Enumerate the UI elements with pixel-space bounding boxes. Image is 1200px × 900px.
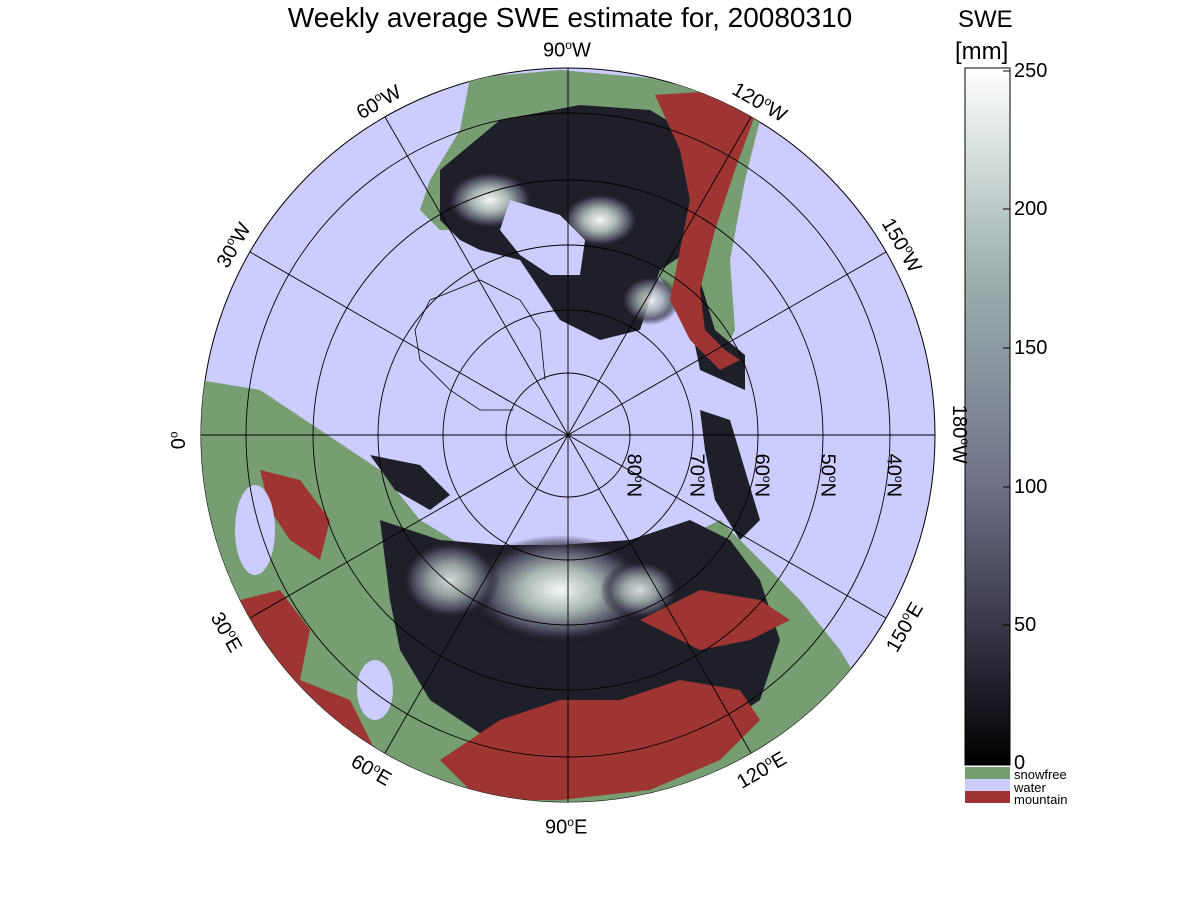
lat-label-80n: 80oN [622, 453, 647, 498]
cb-label-150: 150 [1014, 337, 1048, 359]
cb-label-250: 250 [1014, 60, 1048, 82]
cb-label-200: 200 [1014, 198, 1048, 220]
legend-swatch-mountain [965, 791, 1010, 803]
cb-label-100: 100 [1014, 476, 1048, 498]
colorbar-title-1: SWE [958, 6, 1013, 33]
east-siberia-mountains [640, 590, 790, 650]
lon-label-180w: 180oW [948, 404, 972, 464]
legend-label-snowfree: snowfree [1014, 767, 1067, 782]
siberia-deep-snow-3 [600, 560, 680, 620]
kamchatka [700, 410, 760, 540]
colorbar [964, 67, 1011, 766]
colorbar-title-2: [mm] [955, 38, 1009, 65]
arctic-islands [370, 455, 450, 510]
lon-label-90w: 90oW [543, 38, 591, 62]
lon-label-90e: 90oE [545, 815, 588, 839]
map-title: Weekly average SWE estimate for, 2008031… [287, 2, 853, 33]
north-america-deep-snow-3 [620, 275, 680, 325]
legend-label-water: water [1014, 780, 1046, 795]
graticule [201, 68, 935, 802]
scandinavia-sea [235, 485, 275, 575]
scandinavia-mountains [260, 470, 330, 560]
cb-label-0: 0 [1014, 752, 1026, 774]
land-layer [201, 70, 870, 802]
asia-mountains [440, 680, 760, 800]
lat-label-60n: 60oN [750, 453, 775, 498]
legend-label-mountain: mountain [1014, 792, 1068, 807]
caspian-sea [357, 660, 393, 720]
hudson-bay [500, 200, 585, 275]
legend-swatch-snowfree [965, 767, 1010, 779]
north-america-deep-snow-2 [560, 192, 640, 248]
siberia-deep-snow [465, 535, 655, 645]
lat-label-70n: 70oN [685, 453, 710, 498]
lon-label-0: 0o [166, 431, 191, 450]
meridian-150 [249, 251, 887, 619]
rockies-mountains [655, 92, 755, 370]
colorbar-ticks [1003, 70, 1010, 626]
alps-mountains [240, 590, 380, 770]
lat-label-40n: 40oN [882, 453, 907, 498]
lat-label-50n: 50oN [816, 453, 841, 498]
cb-label-50: 50 [1014, 614, 1037, 636]
legend-swatch-water [965, 779, 1010, 791]
